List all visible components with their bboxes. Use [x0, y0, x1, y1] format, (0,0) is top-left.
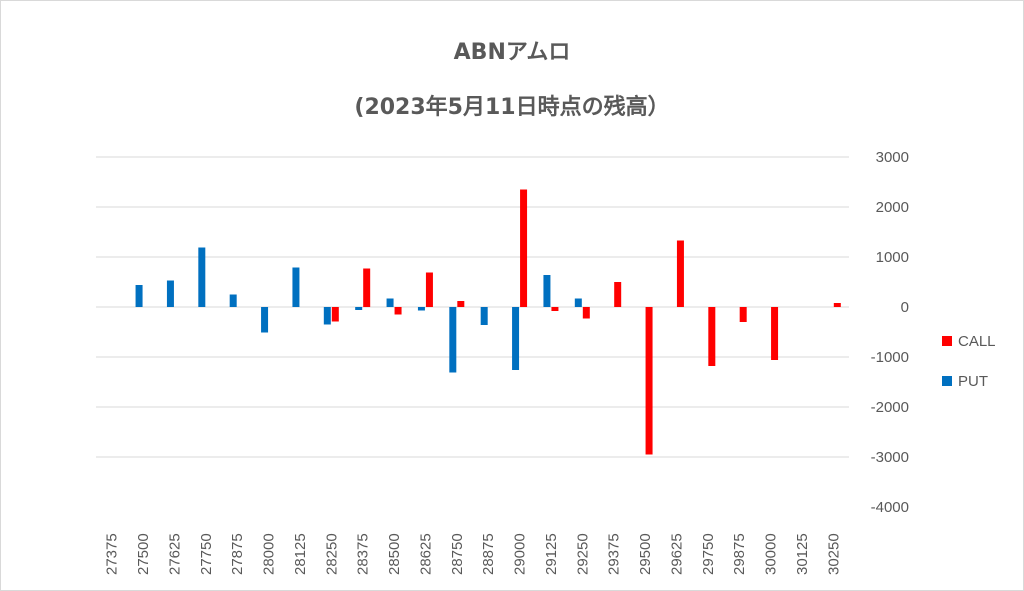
bar-call-29000: [520, 189, 528, 307]
y-tick-label: -3000: [871, 449, 909, 466]
x-tick-label: 28250: [323, 533, 340, 575]
bar-put-28625: [417, 307, 425, 311]
x-tick-label: 30125: [794, 533, 811, 575]
chart-title: ABNアムロ: [454, 40, 571, 65]
x-tick-label: 27625: [166, 533, 183, 575]
bar-call-29875: [739, 307, 747, 322]
legend: CALL PUT: [942, 333, 996, 390]
x-tick-label: 28750: [449, 533, 466, 575]
bar-put-28750: [449, 307, 457, 373]
x-tick-label: 28875: [480, 533, 497, 575]
x-tick-label: 29250: [574, 533, 591, 575]
legend-label-call: CALL: [958, 333, 996, 350]
x-tick-label: 27375: [104, 533, 121, 575]
bar-put-28375: [355, 307, 363, 310]
bar-call-28750: [457, 301, 465, 307]
bars: [135, 189, 841, 455]
x-tick-label: 29875: [731, 533, 748, 575]
bar-put-27875: [229, 294, 237, 307]
x-tick-label: 28500: [386, 533, 403, 575]
x-tick-label: 30250: [825, 533, 842, 575]
bar-call-28500: [394, 307, 402, 315]
legend-label-put: PUT: [958, 373, 988, 390]
x-tick-label: 27750: [198, 533, 215, 575]
x-axis-ticks: 27375 27500 27625 27750 27875 28000 28125 28250…: [104, 533, 843, 575]
chart-subtitle: (2023年5月11日時点の残高）: [354, 94, 669, 120]
bar-call-30000: [771, 307, 779, 360]
bar-call-29625: [676, 240, 684, 307]
legend-swatch-put: [942, 376, 952, 386]
x-tick-label: 27500: [135, 533, 152, 575]
y-tick-label: -4000: [871, 499, 909, 516]
x-tick-label: 29625: [668, 533, 685, 575]
bar-put-28000: [261, 307, 269, 333]
bar-call-29250: [582, 307, 590, 319]
bar-call-29500: [645, 307, 653, 455]
y-tick-label: -1000: [871, 349, 909, 366]
bar-call-28625: [425, 272, 433, 307]
x-tick-label: 29375: [606, 533, 623, 575]
legend-swatch-call: [942, 336, 952, 346]
y-tick-label: -2000: [871, 399, 909, 416]
x-tick-label: 28625: [417, 533, 434, 575]
bar-put-27750: [198, 247, 206, 307]
bar-call-28250: [331, 307, 339, 322]
bar-call-29125: [551, 307, 559, 311]
x-tick-label: 29125: [543, 533, 560, 575]
x-tick-label: 29750: [700, 533, 717, 575]
y-tick-label: 3000: [876, 149, 909, 166]
y-tick-label: 2000: [876, 199, 909, 216]
bar-put-28250: [323, 307, 331, 325]
y-tick-label: 0: [901, 299, 909, 316]
bar-call-28375: [363, 268, 371, 307]
bar-call-30250: [833, 303, 841, 307]
x-tick-label: 27875: [229, 533, 246, 575]
x-tick-label: 28375: [355, 533, 372, 575]
y-tick-label: 1000: [876, 249, 909, 266]
bar-put-28500: [386, 298, 394, 307]
x-tick-label: 28000: [261, 533, 278, 575]
bar-put-27625: [166, 280, 174, 307]
bar-call-29750: [708, 307, 716, 366]
bar-put-29125: [543, 275, 551, 307]
bar-put-28875: [480, 307, 488, 325]
gridlines: [96, 156, 849, 458]
x-tick-label: 30000: [763, 533, 780, 575]
bar-put-27500: [135, 285, 143, 307]
bar-put-28125: [292, 267, 300, 307]
x-tick-label: 29000: [512, 533, 529, 575]
bar-call-29375: [614, 282, 622, 307]
bar-put-29250: [574, 298, 582, 307]
x-tick-label: 29500: [637, 533, 654, 575]
y-axis-ticks: 3000 2000 1000 0 -1000 -2000 -3000 -4000: [871, 149, 909, 516]
bar-put-29000: [512, 307, 520, 370]
x-tick-label: 28125: [292, 533, 309, 575]
